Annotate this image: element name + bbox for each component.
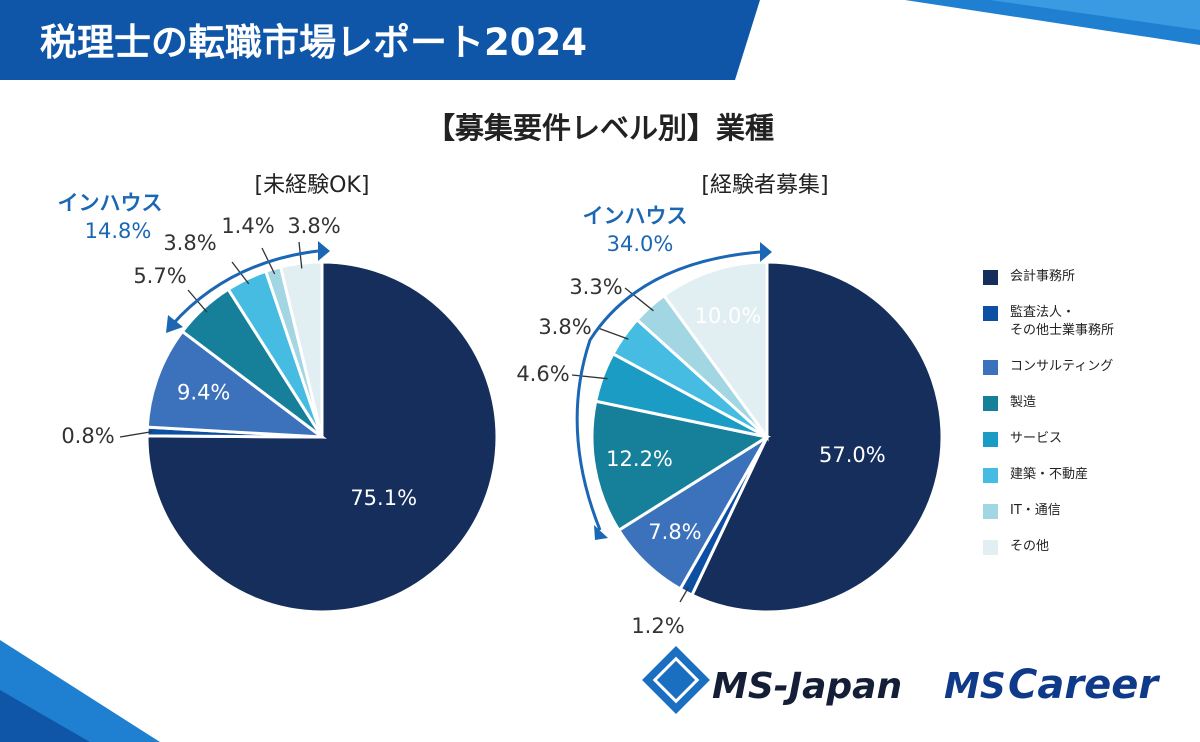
data-label-manufacturing: 5.7% [133, 264, 186, 288]
data-label-audit-other-firm: 1.2% [631, 614, 684, 638]
data-label-accounting-firm: 75.1% [350, 486, 417, 510]
ms-japan-logo: MS-Japan [642, 646, 902, 714]
legend: 会計事務所 監査法人・ その他士業事務所 コンサルティング 製造 サービス 建築… [983, 268, 1183, 574]
leader-line [571, 374, 608, 380]
legend-swatch [983, 432, 998, 447]
legend-swatch [983, 360, 998, 375]
inhouse-label-left: インハウス [58, 191, 163, 215]
header-band [0, 0, 760, 80]
ms-japan-logo-text: MS-Japan [712, 666, 902, 707]
legend-label: その他 [1010, 539, 1050, 554]
data-label-other: 10.0% [695, 304, 762, 328]
legend-swatch [983, 270, 998, 285]
data-label-accounting-firm: 57.0% [819, 443, 886, 467]
legend-item: その他 [983, 538, 1183, 556]
data-label-consulting: 7.8% [648, 520, 701, 544]
pie-slice-other [661, 260, 769, 442]
legend-swatch [983, 468, 998, 483]
data-label-it-telecom: 1.4% [221, 214, 274, 238]
data-label-it-telecom: 3.3% [569, 275, 622, 299]
legend-item: 会計事務所 [983, 268, 1183, 286]
inhouse-arc-left [170, 249, 319, 326]
legend-label: サービス [1010, 431, 1063, 446]
legend-label: コンサルティング [1010, 359, 1114, 374]
legend-item: コンサルティング [983, 358, 1183, 376]
leader-line [597, 327, 629, 340]
data-label-service: 4.6% [516, 362, 569, 386]
ms-career-logo-ms: MS [944, 666, 1006, 707]
inhouse-arc-right [575, 250, 761, 531]
inhouse-value-left: 14.8% [85, 219, 152, 243]
legend-swatch [983, 396, 998, 411]
footer-decor-left-dark [0, 690, 90, 742]
legend-item: 製造 [983, 394, 1183, 412]
ms-japan-logo-mark-inner [652, 656, 700, 704]
legend-label: 製造 [1010, 395, 1037, 410]
legend-label: 会計事務所 [1010, 269, 1076, 284]
leader-line [624, 287, 654, 312]
ms-career-logo-career: Career [1008, 662, 1160, 708]
legend-swatch [983, 306, 998, 321]
legend-item: サービス [983, 430, 1183, 448]
chart-title-left: [未経験OK] [255, 173, 370, 198]
inhouse-arrow-tail-left [166, 315, 183, 333]
legend-item: 建築・不動産 [983, 466, 1183, 484]
inhouse-arrow-tail-right [594, 525, 608, 540]
leader-line [679, 587, 690, 603]
pie-slice-manufacturing [590, 399, 771, 533]
ms-career-logo: MS Career [944, 662, 1160, 708]
legend-label: 建築・不動産 [1010, 467, 1089, 482]
data-label-other: 3.8% [287, 214, 340, 238]
data-label-construction-realestate: 3.8% [538, 315, 591, 339]
header-decor-right-light [990, 0, 1200, 30]
inhouse-value-right: 34.0% [607, 232, 674, 256]
pie-chart-inexperienced-ok: 75.1%9.4%0.8%5.7%3.8%1.4% 3.8% [61, 214, 499, 614]
legend-item: IT・通信 [983, 502, 1183, 520]
inhouse-label-right: インハウス [583, 204, 688, 228]
pie-slice-accounting-firm [145, 260, 499, 614]
inhouse-arrow-head-left [318, 241, 330, 261]
data-label-consulting: 9.4% [177, 381, 230, 405]
ms-japan-logo-mark [642, 646, 710, 714]
leader-line [119, 431, 153, 438]
pie-slice-consulting [145, 329, 327, 439]
chart-subtitle: 【募集要件レベル別】業種 [426, 111, 774, 145]
inhouse-arrow-head-right [760, 242, 772, 262]
legend-swatch [983, 540, 998, 555]
legend-swatch [983, 504, 998, 519]
page-title: 税理士の転職市場レポート2024 [40, 21, 587, 64]
data-label-manufacturing: 12.2% [606, 447, 673, 471]
data-label-construction-realestate: 3.8% [163, 231, 216, 255]
data-label-audit-other-firm: 0.8% [61, 424, 114, 448]
legend-item: 監査法人・ その他士業事務所 [983, 304, 1183, 340]
legend-label: IT・通信 [1010, 503, 1061, 518]
pie-chart-experienced: 57.0% 7.8% 12.2% 10.0% 1.2% 4.6% 3.8% 3.3% [516, 260, 944, 638]
pie-slice-accounting-firm [689, 260, 944, 614]
legend-label: 監査法人・ その他士業事務所 [1010, 305, 1115, 338]
chart-title-right: [経験者募集] [701, 173, 828, 198]
